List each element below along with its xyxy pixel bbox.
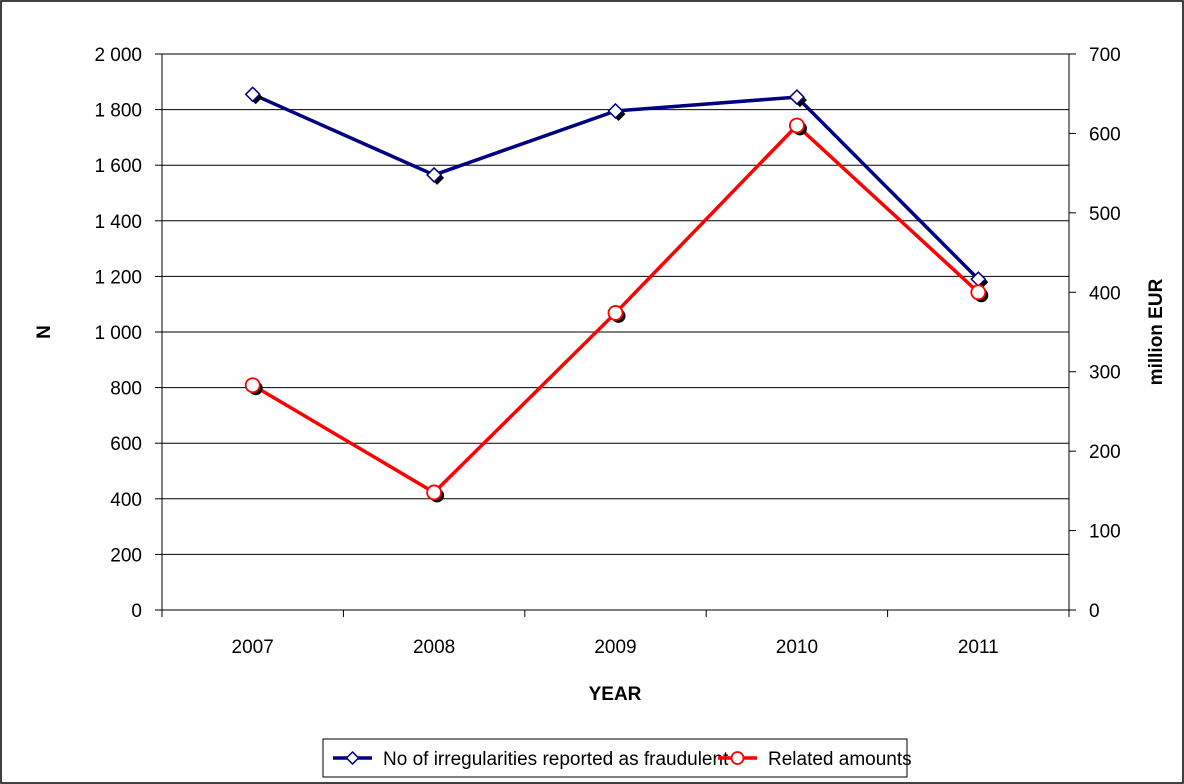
series-2-point: [244, 377, 261, 394]
left-axis: 0 200 400 600 800 1 000 1 200 1 400 1 600 1 800 2 …: [94, 45, 162, 622]
y-axis-title: N: [34, 325, 55, 339]
y-tick-label: 800: [110, 379, 142, 400]
legend-label-2: Related amounts: [768, 749, 912, 770]
y-tick-label: 1 000: [94, 323, 142, 344]
y2-tick-label: 700: [1089, 45, 1121, 66]
legend-marker-2: [730, 751, 745, 765]
series-2-point: [426, 484, 443, 501]
y-tick-label: 1 600: [94, 156, 142, 177]
y-tick-label: 200: [110, 545, 142, 566]
series-1-point: [244, 86, 261, 103]
y2-tick-label: 500: [1089, 204, 1121, 225]
series-1-point: [607, 102, 624, 120]
y2-tick-label: 600: [1089, 124, 1121, 145]
y2-axis-title: million EUR: [1146, 278, 1167, 385]
x-tick-label: 2008: [413, 637, 455, 658]
series-layer: [244, 86, 989, 503]
series-2-point: [970, 284, 987, 301]
legend-box: [322, 738, 908, 778]
x-axis-title: YEAR: [589, 684, 642, 705]
series-1-point: [788, 89, 805, 106]
y-tick-label: 600: [110, 434, 142, 455]
y-tick-label: 1 200: [94, 267, 142, 288]
x-tick-label: 2007: [232, 637, 274, 658]
y-tick-label: 2 000: [94, 45, 142, 66]
y-tick-label: 1 400: [94, 212, 142, 233]
legend-marker-1: [345, 750, 360, 766]
series-1-point: [426, 166, 443, 183]
y2-tick-label: 100: [1089, 522, 1121, 543]
x-axis: 2007 2008 2009 2010 2011: [161, 610, 1070, 658]
legend-label-1: No of irregularities reported as fraudul…: [383, 749, 729, 770]
series-2-point: [789, 117, 805, 134]
series-2-point: [607, 305, 624, 321]
y2-tick-label: 200: [1089, 442, 1121, 463]
x-tick-label: 2011: [958, 637, 999, 658]
right-axis: 0 100 200 300 400 500 600 700: [1069, 45, 1121, 622]
y2-tick-label: 0: [1089, 601, 1100, 622]
y2-tick-label: 400: [1089, 283, 1121, 304]
y-tick-label: 0: [131, 601, 142, 622]
x-tick-label: 2009: [594, 637, 636, 658]
y-tick-label: 400: [110, 490, 142, 511]
y-tick-label: 1 800: [94, 101, 142, 122]
legend: No of irregularities reported as fraudul…: [322, 738, 912, 778]
x-tick-label: 2010: [776, 637, 818, 658]
y2-tick-label: 300: [1089, 363, 1121, 384]
